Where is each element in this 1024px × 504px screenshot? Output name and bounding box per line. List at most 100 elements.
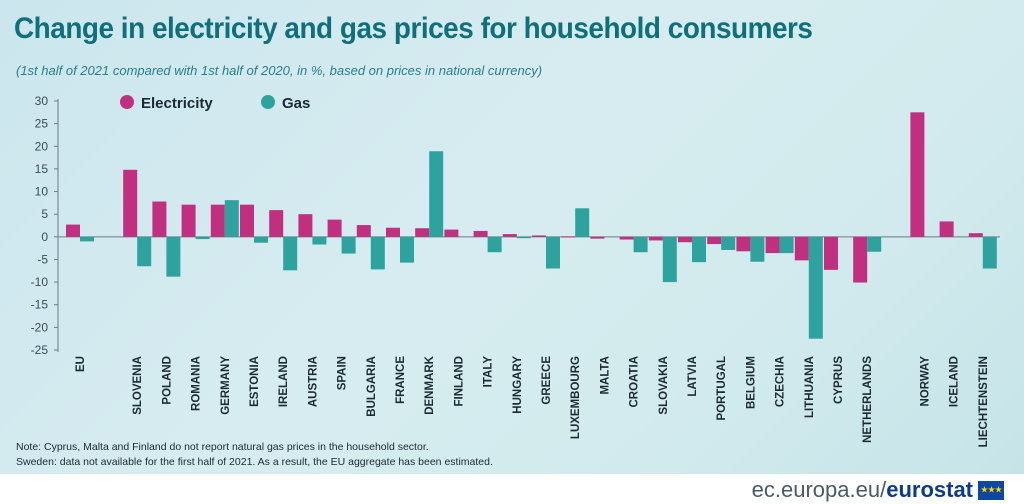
footer-domain: ec.europa.eu/ — [751, 477, 887, 502]
gas-bar-germany — [224, 200, 239, 237]
gas-bar-eu — [80, 236, 94, 242]
x-tick-label: IRELAND — [278, 356, 290, 407]
electricity-bar-netherlands — [853, 236, 868, 283]
chart-subtitle: (1st half of 2021 compared with 1st half… — [16, 63, 543, 78]
electricity-bar-greece — [532, 235, 546, 237]
gas-bar-liechtenstein — [982, 236, 997, 269]
electricity-bar-estonia — [240, 204, 254, 237]
y-tick-label: 10 — [35, 185, 49, 199]
gas-bar-latvia — [692, 236, 706, 263]
electricity-bar-iceland — [939, 221, 954, 237]
eurostat-brand[interactable]: ec.europa.eu/ eurostat ★★★ — [752, 477, 1004, 503]
electricity-bar-slovenia — [123, 169, 138, 237]
electricity-bar-latvia — [678, 236, 692, 243]
x-tick-label: FINLAND — [453, 356, 465, 406]
electricity-bar-slovakia — [648, 236, 663, 241]
x-tick-label: CYPRUS — [833, 356, 845, 404]
x-tick-label: MALTA — [599, 356, 611, 395]
x-tick-label: BULGARIA — [366, 356, 378, 417]
x-tick-label: SLOVENIA — [132, 356, 144, 415]
y-tick-label: -10 — [31, 275, 49, 289]
gas-bar-austria — [312, 236, 327, 245]
electricity-bar-malta — [590, 236, 605, 239]
eu-flag-icon: ★★★ — [978, 480, 1004, 500]
gas-bar-italy — [487, 236, 502, 253]
electricity-bar-bulgaria — [356, 225, 371, 237]
electricity-bar-norway — [910, 112, 925, 237]
gas-bar-croatia — [633, 236, 648, 253]
x-tick-label: GERMANY — [220, 356, 232, 415]
electricity-bar-finland — [444, 229, 459, 237]
legend-label-electricity: Electricity — [141, 95, 213, 112]
gas-bar-slovenia — [137, 236, 152, 267]
x-tick-label: GREECE — [541, 356, 553, 405]
gas-bar-luxembourg — [575, 208, 590, 237]
gas-bar-hungary — [516, 236, 531, 239]
electricity-bar-portugal — [707, 236, 722, 245]
electricity-bar-eu — [66, 224, 80, 237]
x-tick-label: CZECHIA — [775, 356, 787, 407]
y-tick-label: -5 — [37, 252, 48, 266]
y-tick-label: 15 — [35, 162, 49, 176]
x-tick-label: SLOVAKIA — [658, 356, 670, 415]
gas-bar-netherlands — [867, 236, 882, 252]
gas-bar-france — [400, 236, 414, 263]
gas-bar-czechia — [779, 236, 794, 254]
electricity-bar-romania — [181, 204, 196, 237]
gas-bar-slovakia — [662, 236, 677, 283]
electricity-bar-luxembourg — [561, 236, 576, 238]
x-tick-label: LATVIA — [687, 356, 699, 397]
electricity-bar-lithuania — [794, 236, 809, 261]
x-tick-label: LUXEMBOURG — [570, 356, 582, 439]
gas-bar-lithuania — [808, 236, 823, 339]
x-tick-label: AUSTRIA — [307, 356, 319, 407]
y-tick-label: 20 — [35, 139, 49, 153]
x-tick-label: EU — [75, 356, 87, 372]
electricity-bar-liechtenstein — [968, 233, 983, 237]
electricity-bar-belgium — [736, 236, 751, 252]
gas-bar-denmark — [429, 151, 444, 237]
y-tick-label: 5 — [41, 207, 48, 221]
x-tick-label: POLAND — [161, 356, 173, 405]
note-line-2: Sweden: data not available for the first… — [16, 456, 493, 468]
gas-bar-greece — [546, 236, 560, 269]
x-tick-label: CROATIA — [629, 356, 641, 408]
electricity-bar-ireland — [269, 210, 284, 237]
y-tick-label: -25 — [31, 343, 49, 357]
x-tick-label: ICELAND — [949, 356, 961, 407]
x-tick-label: HUNGARY — [512, 356, 524, 414]
x-tick-label: NORWAY — [919, 356, 931, 407]
chart-title: Change in electricity and gas prices for… — [14, 12, 813, 45]
x-tick-label: LITHUANIA — [804, 356, 816, 418]
gas-bar-poland — [166, 236, 181, 277]
gas-bar-belgium — [750, 236, 765, 262]
x-tick-label: NETHERLANDS — [862, 356, 874, 443]
electricity-bar-france — [386, 227, 400, 237]
gas-bar-portugal — [721, 236, 736, 250]
electricity-bar-italy — [473, 230, 488, 237]
electricity-bar-poland — [152, 201, 167, 237]
chart-panel: Change in electricity and gas prices for… — [0, 0, 1024, 474]
electricity-bar-austria — [298, 214, 313, 237]
y-tick-label: -20 — [31, 320, 49, 334]
x-tick-label: ROMANIA — [191, 356, 203, 411]
electricity-bar-czechia — [765, 236, 780, 254]
x-tick-label: LIECHTENSTEIN — [978, 356, 990, 447]
x-tick-label: PORTUGAL — [716, 356, 728, 421]
footer: ec.europa.eu/ eurostat ★★★ — [0, 474, 1024, 504]
notes: Note: Cyprus, Malta and Finland do not r… — [16, 440, 493, 470]
gas-bar-spain — [341, 236, 356, 254]
legend-label-gas: Gas — [282, 95, 310, 112]
x-tick-label: ITALY — [483, 356, 495, 388]
electricity-bar-hungary — [502, 234, 517, 237]
electricity-bar-cyprus — [824, 236, 838, 270]
electricity-bar-germany — [210, 204, 225, 237]
x-tick-label: DENMARK — [424, 355, 436, 414]
y-tick-label: 0 — [41, 230, 48, 244]
x-tick-label: ESTONIA — [249, 356, 261, 407]
electricity-bar-croatia — [619, 236, 634, 240]
gas-bar-estonia — [254, 236, 268, 243]
y-tick-label: -15 — [31, 298, 49, 312]
footer-brand: eurostat — [886, 477, 973, 502]
x-tick-label: FRANCE — [395, 356, 407, 404]
